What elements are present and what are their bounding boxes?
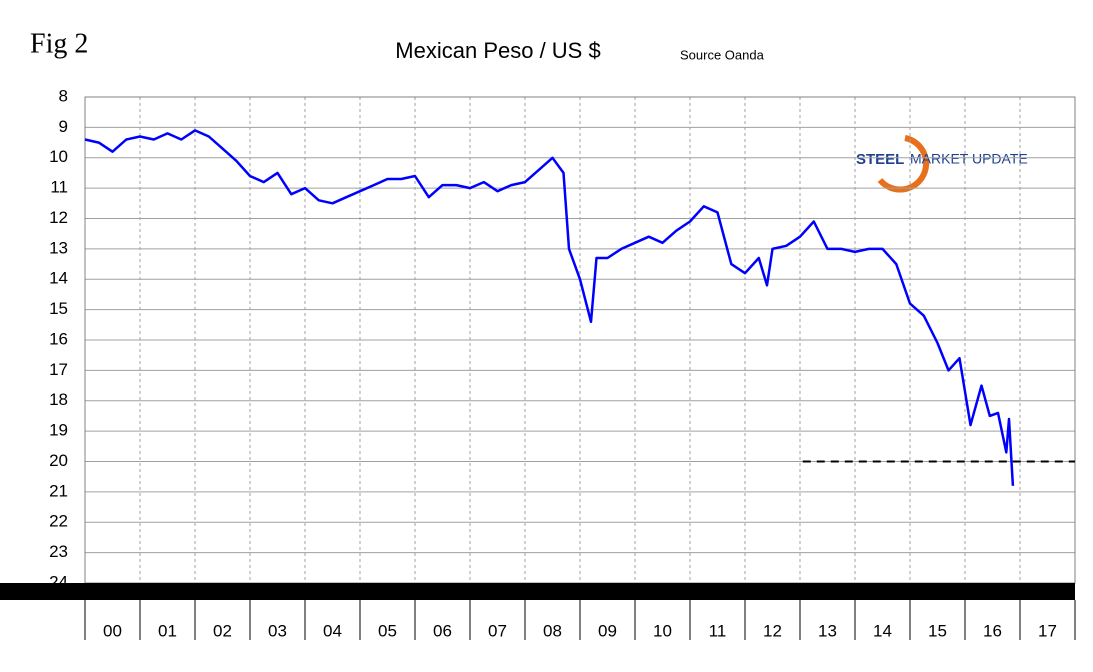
x-tick-label: 05 — [378, 621, 397, 640]
y-tick-label: 23 — [49, 542, 68, 561]
axis-band — [0, 583, 1075, 600]
x-tick-label: 06 — [433, 621, 452, 640]
x-tick-label: 02 — [213, 621, 232, 640]
x-tick-label: 00 — [103, 621, 122, 640]
y-tick-label: 8 — [59, 86, 68, 105]
y-tick-label: 21 — [49, 481, 68, 500]
y-tick-label: 15 — [49, 299, 68, 318]
x-tick-label: 09 — [598, 621, 617, 640]
y-tick-label: 17 — [49, 360, 68, 379]
x-tick-label: 14 — [873, 621, 892, 640]
logo-bold: STEEL — [856, 151, 904, 168]
x-tick-label: 04 — [323, 621, 342, 640]
x-tick-label: 12 — [763, 621, 782, 640]
figure-label: Fig 2 — [30, 28, 88, 59]
y-tick-label: 10 — [49, 147, 68, 166]
y-tick-label: 9 — [59, 117, 68, 136]
logo: STEEL MARKET UPDATE — [856, 135, 1028, 193]
y-tick-label: 13 — [49, 238, 68, 257]
y-tick-label: 22 — [49, 512, 68, 531]
x-tick-label: 17 — [1038, 621, 1057, 640]
x-tick-label: 11 — [709, 621, 727, 640]
x-tick-label: 16 — [983, 621, 1002, 640]
x-tick-label: 13 — [818, 621, 837, 640]
y-tick-label: 14 — [49, 269, 68, 288]
subtitle: Source Oanda — [680, 47, 765, 62]
y-tick-label: 20 — [49, 451, 68, 470]
y-tick-label: 11 — [50, 178, 68, 197]
y-tick-label: 12 — [49, 208, 68, 227]
x-tick-label: 01 — [158, 621, 177, 640]
logo-text: MARKET UPDATE — [910, 151, 1028, 167]
y-tick-label: 18 — [49, 390, 68, 409]
data-line — [84, 129, 1015, 486]
x-tick-label: 08 — [543, 621, 562, 640]
y-tick-label: 16 — [49, 329, 68, 348]
chart-title: Mexican Peso / US $ — [395, 38, 600, 63]
y-tick-label: 19 — [49, 421, 68, 440]
x-tick-label: 07 — [488, 621, 507, 640]
x-tick-label: 10 — [653, 621, 672, 640]
x-tick-label: 03 — [268, 621, 287, 640]
x-tick-label: 15 — [928, 621, 947, 640]
